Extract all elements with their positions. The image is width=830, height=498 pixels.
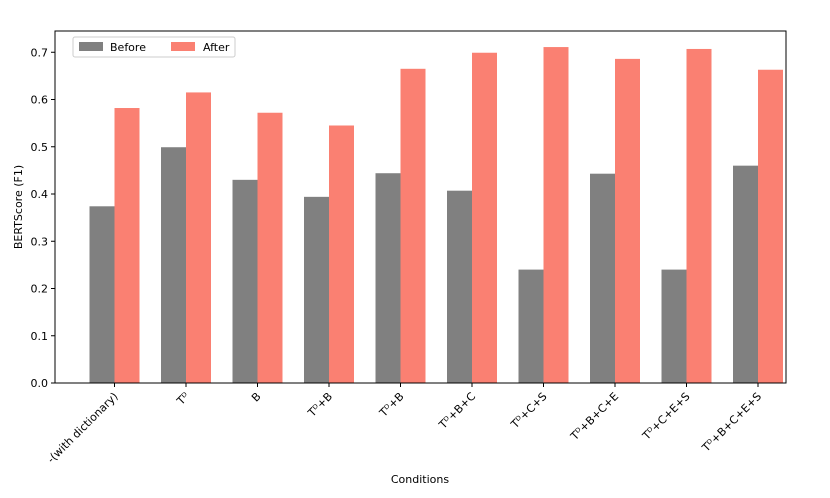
x-tick-label: Tᴰ+B+C+E+S [699,390,764,455]
x-tick-label: Tᴰ+C+S [508,390,550,432]
y-tick-label: 0.0 [31,377,49,390]
bar-after-7 [615,58,640,383]
bar-before-5 [447,190,472,383]
bars-group [89,47,783,384]
x-tick-label: Tᴰ+B [305,390,335,420]
x-tick-label: B [249,390,264,405]
bar-before-3 [304,196,329,383]
bar-after-9 [758,69,783,383]
x-tick-label: Tᴰ+B+C+E [567,390,621,444]
legend-swatch-after [171,42,195,51]
y-axis-label: BERTScore (F1) [12,165,25,249]
bar-before-2 [232,179,258,383]
legend-label-after: After [203,41,230,54]
bar-before-7 [590,173,615,383]
legend: Before After [72,36,236,58]
y-tick-label: 0.1 [31,330,49,343]
y-tick-label: 0.4 [31,188,49,201]
bar-after-8 [686,48,712,384]
x-tick-label: Tᴰ [174,390,192,408]
bar-after-2 [257,112,283,383]
x-axis-label: Conditions [391,473,449,486]
y-tick-label: 0.5 [31,141,49,154]
bar-after-5 [472,52,497,384]
y-tick-label: 0.7 [31,46,49,59]
bar-after-6 [543,47,569,384]
y-tick-label: 0.3 [31,235,49,248]
x-tick-label: -(with dictionary) [45,390,121,466]
bar-after-4 [400,68,426,384]
x-tick-label: Tᴰ+C+E+S [639,390,692,443]
bar-before-9 [733,165,758,383]
legend-swatch-before [79,42,103,51]
x-axis: -(with dictionary) Tᴰ B Tᴰ+B Tᴰ+B Tᴰ+B+C Tᴰ+C+… [45,383,764,466]
x-tick-label: Tᴰ+B [376,390,406,420]
plot-frame [54,30,787,384]
bar-after-1 [186,92,211,383]
bar-before-8 [661,269,687,383]
bar-before-1 [161,147,186,383]
bar-before-6 [518,269,544,383]
bar-after-0 [114,108,140,383]
y-tick-label: 0.2 [31,283,49,296]
bar-before-4 [375,173,401,383]
y-axis: 0.0 0.1 0.2 0.3 0.4 0.5 0.6 0.7 [31,46,55,390]
x-tick-label: Tᴰ+B+C [436,390,478,432]
bar-after-3 [329,125,354,383]
y-tick-label: 0.6 [31,94,49,107]
bar-before-0 [89,206,115,383]
legend-label-before: Before [110,41,146,54]
